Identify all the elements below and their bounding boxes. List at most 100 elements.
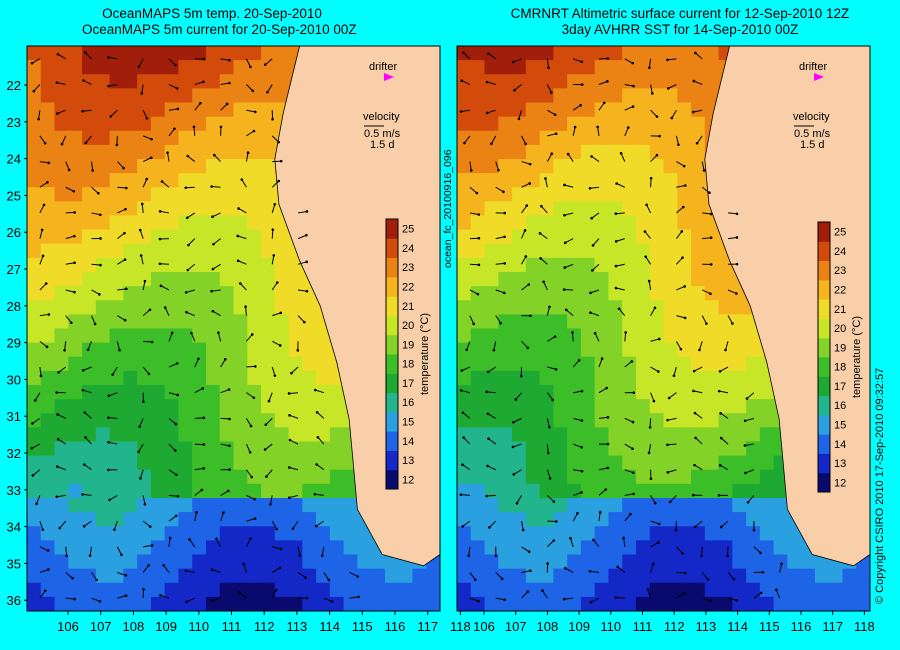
- left-title-line1: OceanMAPS 5m temp. 20-Sep-2010: [102, 6, 322, 21]
- current-arrow-head: [555, 520, 558, 523]
- current-arrow: [91, 186, 99, 194]
- current-arrow-head: [546, 562, 549, 565]
- current-arrow-head: [291, 527, 295, 530]
- current-arrow: [469, 315, 475, 325]
- current-arrow: [108, 84, 118, 87]
- current-arrow-head: [553, 113, 557, 116]
- current-arrow-head: [743, 419, 747, 423]
- current-arrow: [194, 81, 204, 85]
- current-arrow: [139, 229, 144, 239]
- current-arrow-head: [215, 537, 218, 541]
- current-arrow-head: [228, 468, 231, 471]
- current-arrow: [671, 109, 677, 119]
- current-arrow: [316, 411, 325, 419]
- current-arrow: [220, 103, 228, 111]
- current-arrow: [675, 521, 677, 531]
- current-arrow: [160, 594, 170, 599]
- current-arrow: [186, 597, 195, 603]
- current-arrow: [590, 289, 600, 294]
- current-arrow-head: [175, 362, 179, 365]
- current-arrow-head: [463, 141, 466, 145]
- current-arrow-head: [186, 268, 190, 272]
- current-arrow-head: [655, 153, 659, 157]
- current-arrow: [39, 590, 46, 599]
- x-tick-label: 118: [854, 619, 875, 634]
- current-arrow: [142, 109, 148, 119]
- current-arrow: [693, 109, 703, 113]
- current-arrow-head: [55, 465, 59, 468]
- current-arrow-head: [735, 599, 739, 602]
- colorbar-tick-label: 21: [834, 304, 846, 316]
- x-tick-label: 114: [319, 619, 340, 634]
- x-tick-label: 117: [417, 619, 438, 634]
- current-arrow-head: [691, 493, 695, 497]
- current-arrow: [650, 154, 658, 162]
- current-arrow-head: [544, 177, 547, 180]
- current-arrow: [495, 597, 505, 601]
- current-arrow-head: [619, 152, 623, 155]
- current-arrow: [89, 546, 93, 556]
- current-arrow-head: [461, 411, 465, 414]
- current-arrow: [31, 443, 41, 449]
- current-arrow-head: [225, 102, 229, 106]
- current-arrow: [695, 52, 703, 60]
- current-arrow-head: [542, 280, 545, 284]
- current-arrow: [140, 255, 144, 265]
- current-arrow-head: [630, 360, 634, 363]
- current-arrow-head: [246, 151, 250, 155]
- current-arrow-head: [82, 463, 86, 466]
- current-arrow: [168, 362, 178, 368]
- current-arrow: [215, 538, 222, 548]
- x-tick-label: 112: [254, 619, 275, 634]
- current-arrow-head: [726, 554, 729, 558]
- current-arrow: [547, 336, 556, 342]
- current-arrow-head: [222, 511, 225, 514]
- current-arrow: [220, 490, 229, 496]
- current-arrow: [546, 469, 551, 479]
- current-arrow: [246, 334, 253, 342]
- current-arrow-head: [550, 152, 554, 156]
- current-arrow-head: [681, 256, 684, 259]
- current-arrow-head: [677, 143, 680, 146]
- current-arrow-head: [731, 322, 734, 325]
- current-arrow: [82, 493, 92, 496]
- current-arrow-head: [212, 242, 215, 246]
- current-arrow-head: [683, 316, 687, 320]
- current-arrow-head: [288, 414, 291, 417]
- colorbar-segment: [818, 434, 830, 454]
- current-arrow: [521, 546, 530, 553]
- current-arrow: [246, 109, 256, 113]
- current-arrow: [469, 572, 476, 581]
- current-arrow: [463, 437, 471, 445]
- current-arrow-head: [517, 117, 521, 121]
- current-arrow: [316, 520, 325, 527]
- current-arrow-head: [528, 182, 531, 185]
- current-arrow-head: [315, 411, 319, 414]
- current-arrow-head: [115, 143, 119, 147]
- current-arrow-head: [589, 291, 592, 295]
- current-arrow-head: [527, 283, 530, 286]
- current-arrow: [521, 205, 528, 214]
- current-arrow: [269, 495, 273, 505]
- current-arrow-head: [679, 347, 683, 351]
- x-tick-label: 118: [450, 619, 471, 634]
- current-arrow: [211, 289, 221, 292]
- current-arrow-head: [672, 374, 676, 377]
- current-arrow-head: [99, 213, 102, 217]
- current-arrow: [590, 597, 600, 603]
- colorbar-segment: [386, 469, 398, 490]
- current-arrow-head: [569, 536, 572, 540]
- current-arrow-head: [273, 374, 277, 377]
- current-arrow-head: [197, 357, 200, 361]
- current-arrow-head: [41, 528, 45, 531]
- current-arrow-head: [303, 320, 306, 324]
- current-arrow-head: [631, 61, 634, 65]
- current-arrow-head: [674, 528, 678, 532]
- colorbar-segment: [818, 222, 830, 242]
- current-arrow-head: [168, 536, 172, 540]
- current-arrow-head: [315, 524, 318, 528]
- current-arrow-head: [55, 81, 59, 84]
- current-arrow: [271, 366, 276, 376]
- current-arrow-head: [657, 337, 661, 341]
- current-arrow-head: [546, 451, 550, 455]
